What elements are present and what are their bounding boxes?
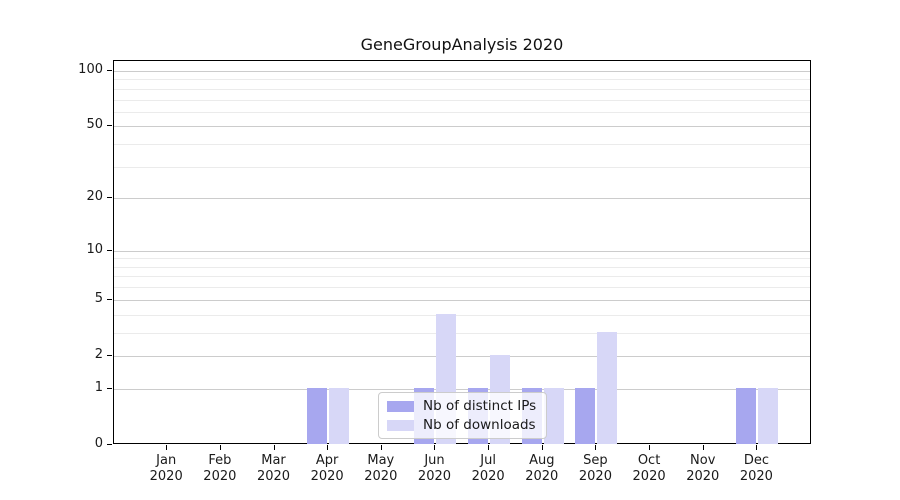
bar-downloads — [758, 387, 779, 444]
y-axis-tick — [107, 125, 112, 127]
y-tick-label: 50 — [86, 117, 103, 133]
legend-swatch-downloads — [387, 419, 414, 431]
x-tick-label-year: 2020 — [525, 469, 559, 484]
x-tick-label-year: 2020 — [417, 469, 452, 484]
bar-distinct-ips — [736, 387, 757, 444]
legend-swatch-distinct-ips — [387, 400, 414, 412]
legend-item-distinct-ips: Nb of distinct IPs — [387, 398, 536, 414]
bar-downloads — [329, 387, 350, 444]
x-axis-tick — [649, 445, 651, 450]
y-tick-label: 1 — [94, 379, 103, 395]
legend-item-downloads: Nb of downloads — [387, 417, 536, 433]
x-tick-label: Dec 2020 — [729, 453, 783, 485]
x-axis-tick — [327, 445, 329, 450]
x-axis-tick — [756, 445, 758, 450]
y-tick-label: 20 — [86, 189, 103, 205]
x-tick-label-year: 2020 — [578, 469, 612, 484]
bar-distinct-ips — [575, 387, 596, 444]
y-axis-tick — [107, 298, 112, 300]
minor-gridline — [114, 266, 810, 268]
minor-gridline — [114, 287, 810, 289]
major-gridline — [114, 71, 810, 72]
x-axis-tick — [702, 445, 704, 450]
x-tick-label-year: 2020 — [471, 469, 505, 484]
x-axis-tick — [434, 445, 436, 450]
x-tick-label: Sep 2020 — [568, 453, 622, 485]
x-tick-label: Nov 2020 — [676, 453, 730, 485]
bar-distinct-ips — [307, 387, 328, 444]
major-gridline — [114, 250, 810, 252]
x-tick-label: May 2020 — [354, 453, 408, 485]
y-axis-tick — [107, 444, 112, 445]
minor-gridline — [114, 88, 810, 90]
minor-gridline — [114, 111, 810, 113]
y-tick-label: 100 — [78, 62, 103, 77]
x-tick-label: Oct 2020 — [622, 453, 676, 485]
x-axis-tick — [273, 445, 275, 450]
x-axis-tick — [541, 445, 543, 450]
y-axis-tick — [107, 197, 112, 199]
x-tick-label: Mar 2020 — [247, 453, 301, 485]
legend: Nb of distinct IPs Nb of downloads — [378, 392, 548, 439]
plot-area — [113, 60, 811, 444]
x-tick-label-year: 2020 — [739, 469, 773, 484]
major-gridline — [114, 299, 810, 301]
major-gridline — [114, 388, 810, 390]
x-tick-label: Feb 2020 — [193, 453, 247, 485]
major-gridline — [114, 355, 810, 357]
major-gridline — [114, 198, 810, 200]
minor-gridline — [114, 79, 810, 81]
major-gridline — [114, 126, 810, 128]
chart-title: GeneGroupAnalysis 2020 — [360, 35, 564, 54]
x-axis-tick — [595, 445, 597, 450]
x-tick-label: Jun 2020 — [407, 453, 461, 485]
minor-gridline — [114, 99, 810, 101]
minor-gridline — [114, 166, 810, 168]
x-tick-label-year: 2020 — [310, 469, 344, 484]
bar-downloads — [543, 387, 564, 444]
y-tick-label: 10 — [86, 241, 103, 257]
x-tick-label-year: 2020 — [149, 469, 183, 484]
x-tick-label-year: 2020 — [364, 469, 398, 484]
bar-downloads — [597, 331, 618, 444]
minor-gridline — [114, 276, 810, 278]
minor-gridline — [114, 314, 810, 316]
y-tick-label: 0 — [94, 436, 103, 451]
x-tick-label: Jul 2020 — [461, 453, 515, 485]
y-axis-tick — [107, 354, 112, 356]
legend-label-downloads: Nb of downloads — [423, 417, 536, 433]
x-tick-label: Apr 2020 — [300, 453, 354, 485]
y-axis-tick — [107, 249, 112, 251]
y-axis-tick — [107, 387, 112, 389]
x-axis-tick — [166, 445, 168, 450]
y-axis-tick — [107, 70, 112, 71]
legend-label-distinct-ips: Nb of distinct IPs — [423, 398, 537, 414]
minor-gridline — [114, 144, 810, 146]
x-tick-label-year: 2020 — [203, 469, 237, 484]
x-axis-tick — [488, 445, 490, 450]
y-tick-label: 2 — [94, 346, 103, 362]
x-tick-label: Jan 2020 — [139, 453, 193, 485]
x-tick-label-year: 2020 — [256, 469, 291, 484]
minor-gridline — [114, 332, 810, 334]
x-tick-label-year: 2020 — [632, 469, 666, 484]
x-axis-tick — [219, 445, 221, 450]
x-axis-tick — [380, 445, 382, 450]
x-tick-label-year: 2020 — [686, 469, 720, 484]
x-tick-label: Aug 2020 — [515, 453, 569, 485]
minor-gridline — [114, 258, 810, 260]
y-tick-label: 5 — [94, 290, 103, 306]
